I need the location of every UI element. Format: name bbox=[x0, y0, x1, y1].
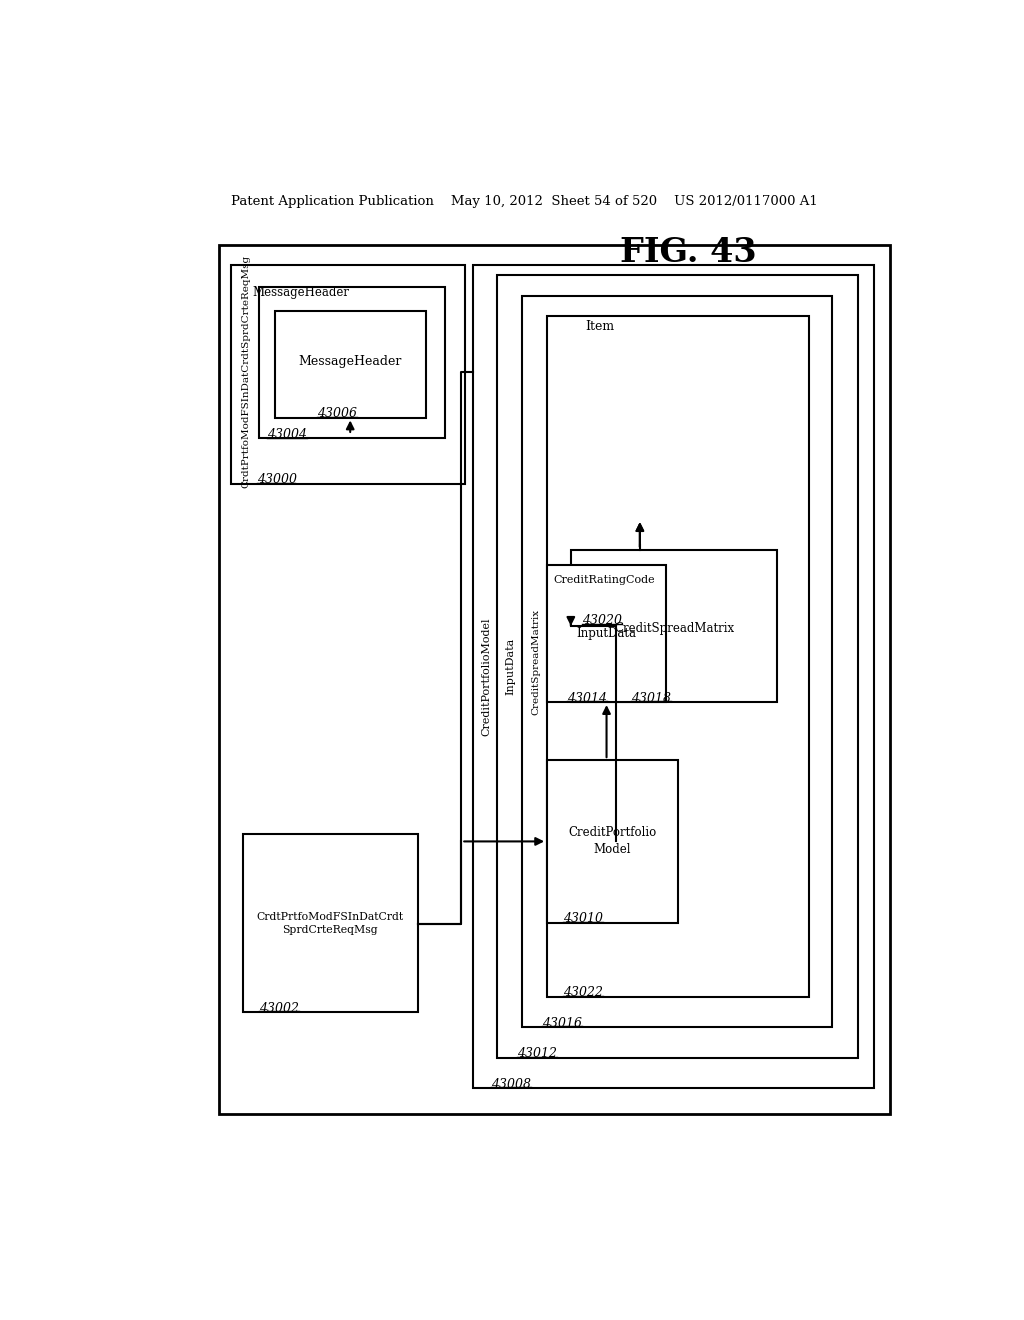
Text: 43020: 43020 bbox=[582, 614, 622, 627]
Text: FIG. 43: FIG. 43 bbox=[620, 236, 757, 269]
Bar bbox=[570, 549, 777, 702]
Text: Patent Application Publication    May 10, 2012  Sheet 54 of 520    US 2012/01170: Patent Application Publication May 10, 2… bbox=[231, 194, 818, 207]
Text: InputData: InputData bbox=[506, 638, 515, 696]
Text: 43000: 43000 bbox=[257, 473, 297, 486]
Bar bbox=[522, 296, 831, 1027]
Text: CreditSpreadMatrix: CreditSpreadMatrix bbox=[531, 609, 541, 714]
Text: MessageHeader: MessageHeader bbox=[253, 286, 349, 300]
Bar bbox=[243, 834, 418, 1012]
Text: CreditRatingCode: CreditRatingCode bbox=[553, 576, 655, 585]
Text: 43022: 43022 bbox=[563, 986, 603, 999]
Text: CreditPortfolio
Model: CreditPortfolio Model bbox=[568, 826, 656, 857]
Bar bbox=[274, 312, 426, 417]
Bar bbox=[219, 244, 890, 1114]
Text: MessageHeader: MessageHeader bbox=[299, 355, 401, 368]
Bar bbox=[473, 265, 873, 1089]
Text: 43002: 43002 bbox=[259, 1002, 299, 1015]
Text: 43016: 43016 bbox=[543, 1016, 583, 1030]
Bar bbox=[547, 760, 678, 923]
Text: CrdtPrtfoModFSInDatCrdt
SprdCrteReqMsg: CrdtPrtfoModFSInDatCrdt SprdCrteReqMsg bbox=[257, 912, 403, 936]
Text: 43006: 43006 bbox=[316, 407, 357, 420]
Text: 43012: 43012 bbox=[517, 1047, 557, 1060]
Text: CreditPortfolioModel: CreditPortfolioModel bbox=[481, 618, 492, 737]
Bar bbox=[497, 276, 858, 1057]
Text: 43004: 43004 bbox=[267, 429, 307, 441]
Bar bbox=[231, 265, 465, 483]
Bar bbox=[547, 565, 666, 702]
Text: 43014: 43014 bbox=[567, 692, 607, 705]
Text: 43010: 43010 bbox=[563, 912, 603, 925]
Text: Item: Item bbox=[586, 319, 614, 333]
Text: 43018: 43018 bbox=[631, 692, 671, 705]
Text: CreditSpreadMatrix: CreditSpreadMatrix bbox=[614, 623, 734, 635]
Bar bbox=[259, 288, 445, 438]
Text: InputData: InputData bbox=[577, 627, 637, 640]
Text: CrdtPrtfoModFSInDatCrdtSprdCrteReqMsg: CrdtPrtfoModFSInDatCrdtSprdCrteReqMsg bbox=[241, 255, 250, 488]
Text: 43008: 43008 bbox=[492, 1078, 531, 1090]
Bar bbox=[547, 315, 809, 997]
